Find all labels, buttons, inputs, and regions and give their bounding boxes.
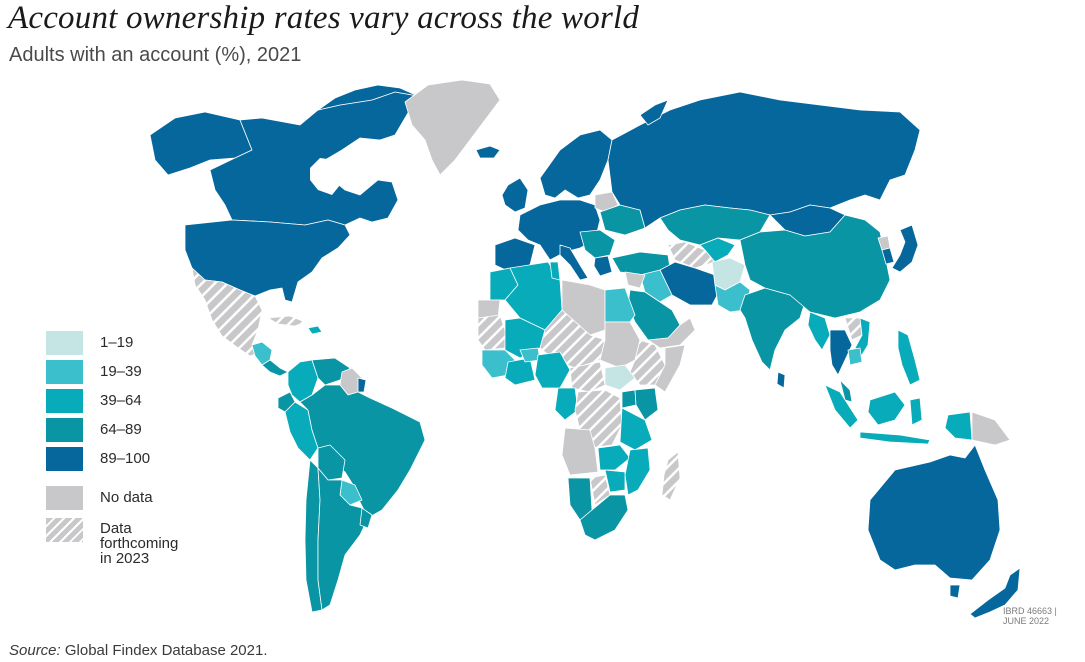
region-kenya	[634, 387, 659, 421]
region-balkans	[579, 229, 616, 259]
region-south-africa	[579, 494, 629, 541]
region-malaysia	[839, 379, 853, 403]
region-new-zealand	[969, 567, 1021, 619]
legend-swatch	[46, 418, 83, 442]
legend-label: 89–100	[100, 450, 151, 467]
region-madagascar	[661, 451, 681, 501]
region-italy	[559, 244, 589, 281]
region-sumatra	[824, 384, 859, 429]
region-mauritania	[477, 314, 506, 351]
source-prefix: Source:	[9, 642, 61, 659]
hudson-bay	[310, 158, 345, 195]
region-scandinavia	[539, 129, 613, 199]
legend-swatch	[46, 331, 83, 355]
region-somalia	[654, 344, 686, 393]
legend-item-89-100: 89–100	[46, 447, 196, 476]
legend-label-line: forthcoming	[100, 535, 179, 552]
region-car	[569, 361, 606, 393]
region-sudan	[599, 321, 641, 369]
legend-swatch	[46, 447, 83, 471]
region-china	[739, 214, 891, 319]
region-new-guinea-west	[944, 411, 973, 441]
region-tasmania	[949, 584, 961, 599]
legend-item-forthcoming: Data forthcoming in 2023	[46, 518, 196, 566]
legend-label: Data forthcoming in 2023	[100, 521, 178, 566]
region-venezuela	[311, 357, 351, 386]
legend-swatch	[46, 360, 83, 384]
region-uruguay	[359, 507, 373, 529]
source-note: Source: Global Findex Database 2021.	[9, 642, 268, 659]
region-yemen-oman	[647, 317, 696, 349]
chart-subtitle: Adults with an account (%), 2021	[9, 44, 302, 66]
legend-swatch	[46, 389, 83, 413]
region-tunisia	[549, 261, 561, 281]
world-map	[149, 79, 1021, 619]
region-zimbabwe	[604, 469, 626, 493]
region-south-sudan	[604, 364, 636, 391]
legend-item-64-89: 64–89	[46, 418, 196, 447]
map-credit-line: JUNE 2022	[1003, 616, 1050, 626]
region-argentina	[317, 467, 369, 611]
region-uzbekistan	[699, 237, 736, 263]
legend-label-line: in 2023	[100, 550, 150, 567]
region-philippines	[897, 329, 921, 386]
region-sri-lanka	[776, 371, 786, 389]
region-papua-new-guinea	[971, 411, 1011, 446]
legend-label: No data	[100, 489, 153, 506]
region-iran	[659, 261, 721, 306]
map-credit-line: IBRD 46663 |	[1003, 606, 1057, 616]
legend-item-1-19: 1–19	[46, 331, 196, 360]
region-zambia	[597, 444, 631, 471]
region-novaya-zemlya	[639, 99, 669, 126]
region-uganda	[621, 389, 637, 409]
region-dominican-rep	[307, 325, 323, 335]
region-greece	[593, 255, 613, 277]
chart-title: Account ownership rates vary across the …	[8, 0, 640, 36]
region-egypt	[604, 287, 636, 323]
map-legend: 1–19 19–39 39–64 64–89 89–100 No data Da…	[46, 331, 196, 566]
region-borneo	[867, 391, 906, 426]
region-myanmar	[807, 311, 831, 351]
region-india	[739, 287, 806, 371]
region-sulawesi	[909, 397, 923, 426]
legend-item-19-39: 19–39	[46, 360, 196, 389]
legend-label: 1–19	[100, 334, 134, 351]
legend-item-no-data: No data	[46, 486, 196, 518]
region-tanzania	[619, 407, 653, 451]
region-mozambique	[624, 447, 651, 496]
legend-swatch	[46, 486, 83, 510]
region-cambodia	[847, 347, 863, 366]
region-cuba	[267, 315, 306, 327]
region-costa-rica-panama	[261, 359, 289, 377]
legend-item-39-64: 39–64	[46, 389, 196, 418]
region-australia	[867, 444, 1001, 581]
region-angola	[561, 427, 599, 476]
region-canada	[209, 91, 419, 226]
region-ghana-cotedivoire	[504, 357, 536, 386]
legend-label: 19–39	[100, 363, 142, 380]
legend-label: 64–89	[100, 421, 142, 438]
region-ethiopia	[629, 339, 666, 386]
legend-label-line: Data	[100, 520, 132, 537]
region-thailand	[829, 329, 853, 376]
region-java	[859, 431, 931, 445]
legend-swatch-hatched	[46, 518, 83, 542]
region-french-guiana	[357, 377, 367, 393]
map-credit: IBRD 46663 | JUNE 2022	[1003, 606, 1057, 626]
region-syria	[624, 271, 646, 289]
region-south-korea	[881, 247, 895, 265]
legend-label: 39–64	[100, 392, 142, 409]
region-cameroon-gabon	[554, 387, 579, 421]
region-russia	[607, 91, 921, 229]
region-iceland	[475, 145, 501, 159]
region-japan	[891, 224, 919, 273]
region-arctic-islands	[317, 84, 419, 111]
region-uk-ireland	[501, 177, 529, 213]
source-text: Global Findex Database 2021.	[60, 642, 268, 659]
region-greenland	[404, 79, 501, 176]
